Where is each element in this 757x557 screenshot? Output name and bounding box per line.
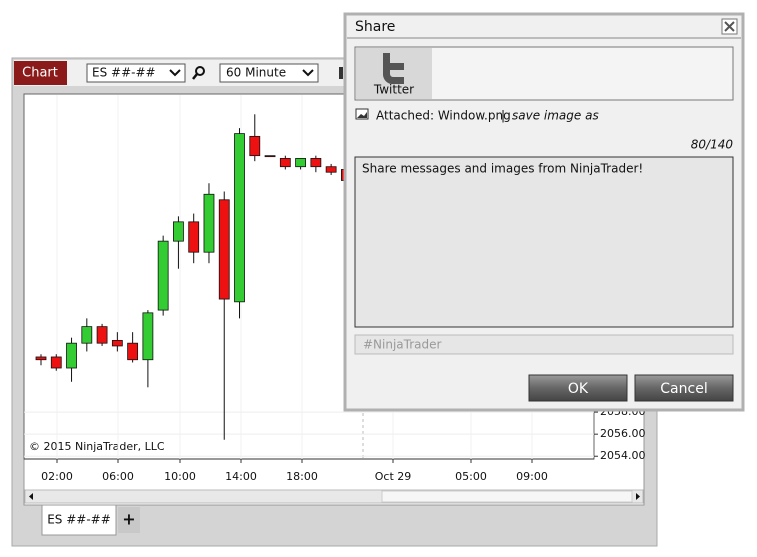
candle-body	[234, 133, 245, 303]
candle-body	[218, 199, 230, 300]
search-icon[interactable]	[195, 66, 205, 76]
x-tick-label: 10:00	[164, 470, 196, 483]
candle-body	[35, 356, 47, 361]
y-tick-label: 2054.00	[600, 449, 646, 462]
hashtag-input[interactable]	[354, 334, 734, 355]
dialog-title: Share	[355, 19, 395, 35]
scroll-thumb[interactable]	[381, 490, 633, 503]
x-tick-label: 18:00	[286, 470, 318, 483]
save-image-link[interactable]: save image as	[512, 109, 599, 123]
close-icon	[724, 21, 735, 32]
interval-dropdown[interactable]	[219, 63, 319, 83]
hashtag-placeholder[interactable]: #NinjaTrader	[363, 338, 442, 352]
tab-label[interactable]: ES ##-##	[47, 513, 111, 527]
ok-label[interactable]: OK	[568, 381, 589, 397]
x-tick-label: Oct 29	[375, 470, 412, 483]
x-tick-label: 14:00	[225, 470, 257, 483]
interval-label[interactable]: 60 Minute	[226, 66, 286, 80]
candle-body	[127, 342, 139, 361]
instrument-dropdown[interactable]	[86, 63, 186, 83]
candle-body	[81, 326, 93, 344]
twitter-button[interactable]	[356, 48, 432, 99]
add-tab-label[interactable]: +	[122, 510, 135, 529]
message-textarea[interactable]	[354, 156, 734, 328]
dropdown-arrow	[169, 69, 181, 77]
add-tab-button[interactable]	[118, 507, 140, 533]
message-text[interactable]: Share messages and images from NinjaTrad…	[362, 162, 643, 176]
candle-body	[111, 340, 123, 347]
candle-body	[279, 158, 291, 168]
candle-body	[96, 326, 108, 344]
char-count: 80/140	[691, 138, 734, 152]
y-tick-label: 2056.00	[600, 427, 646, 440]
x-tick-label: 06:00	[102, 470, 134, 483]
search-icon-handle	[192, 73, 198, 80]
twitter-label[interactable]: Twitter	[373, 83, 414, 97]
x-tick-label: 02:00	[41, 470, 73, 483]
candle-body	[203, 193, 215, 253]
chart-button-label[interactable]: Chart	[22, 66, 58, 81]
candle-body	[188, 221, 200, 253]
chart-button[interactable]	[14, 61, 67, 85]
candle-body	[142, 312, 154, 361]
toolbar-icon[interactable]	[339, 67, 343, 79]
dropdown-arrow	[302, 69, 314, 77]
candle-body	[325, 166, 337, 173]
cancel-label[interactable]: Cancel	[660, 381, 707, 397]
instrument-label[interactable]: ES ##-##	[92, 66, 156, 80]
image-icon	[355, 108, 369, 120]
candle-body	[249, 135, 261, 157]
candle-body	[173, 221, 184, 242]
instrument-tab[interactable]	[41, 504, 117, 536]
scroll-left[interactable]	[29, 493, 33, 500]
candle-body	[310, 158, 322, 168]
attachment-label: Attached: Window.png	[376, 109, 511, 123]
x-tick-label: 05:00	[455, 470, 487, 483]
candle-body	[50, 356, 62, 369]
scroll-right[interactable]	[636, 493, 640, 500]
twitter-icon	[383, 53, 404, 84]
candle-body	[157, 240, 169, 311]
candle-body	[66, 342, 77, 369]
candle-body	[264, 155, 276, 158]
x-tick-label: 09:00	[516, 470, 548, 483]
copyright: © 2015 NinjaTrader, LLC	[29, 440, 165, 453]
candle-body	[295, 158, 306, 168]
image-icon-glyph	[357, 112, 367, 118]
separator: |	[501, 109, 505, 123]
ok-button[interactable]	[528, 374, 628, 402]
cancel-button[interactable]	[634, 374, 734, 402]
